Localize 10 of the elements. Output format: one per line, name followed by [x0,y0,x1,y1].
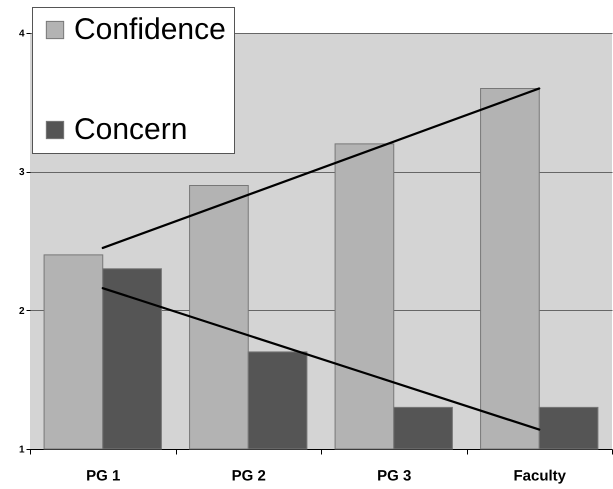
x-tick-label: PG 2 [232,468,266,484]
legend-label: Confidence [74,13,226,46]
y-tick-label: 3 [18,167,25,178]
x-tick-label: Faculty [513,468,567,484]
legend-label: Concern [74,113,188,146]
y-tick-label: 1 [18,444,25,456]
x-tick-label: PG 3 [377,468,412,484]
y-tick-label: 4 [18,28,25,40]
y-tick-label: 2 [18,306,25,317]
x-tick-label: PG 1 [86,468,120,484]
